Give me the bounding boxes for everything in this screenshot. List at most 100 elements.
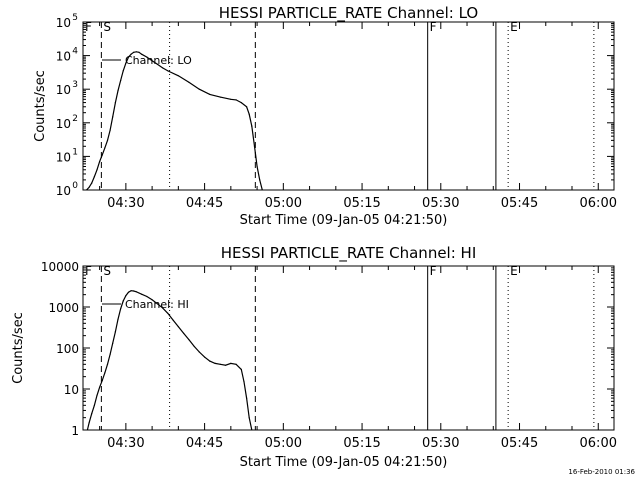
footer-timestamp: 16-Feb-2010 01:36 bbox=[568, 468, 635, 476]
data-point bbox=[88, 186, 90, 188]
y-axis-label: Counts/sec bbox=[33, 70, 48, 142]
plot-frame bbox=[82, 265, 615, 431]
marker-label: F bbox=[430, 264, 437, 278]
y-tick-label: 1000 bbox=[48, 301, 79, 315]
data-point bbox=[96, 169, 98, 171]
y-tick-label: 10 bbox=[56, 16, 71, 30]
data-point bbox=[114, 331, 116, 333]
data-point bbox=[93, 404, 95, 406]
data-point bbox=[109, 129, 111, 131]
data-point bbox=[138, 51, 140, 53]
y-tick-label: 10 bbox=[56, 150, 71, 164]
data-point bbox=[240, 102, 242, 104]
x-tick-label: 05:00 bbox=[265, 436, 302, 451]
data-point bbox=[172, 319, 174, 321]
data-point bbox=[101, 154, 103, 156]
data-point bbox=[141, 53, 143, 55]
y-axis-label: Counts/sec bbox=[11, 312, 26, 384]
x-tick-label: 04:45 bbox=[186, 436, 223, 451]
data-point bbox=[246, 106, 248, 108]
x-axis-label: Start Time (09-Jan-05 04:21:50) bbox=[240, 455, 448, 470]
x-tick-label: 05:00 bbox=[265, 196, 302, 211]
data-point bbox=[219, 96, 221, 98]
data-point bbox=[219, 363, 221, 365]
data-point bbox=[251, 429, 253, 430]
data-point bbox=[243, 381, 245, 383]
data-point bbox=[88, 422, 90, 424]
data-point bbox=[133, 51, 135, 53]
chart-title: HESSI PARTICLE_RATE Channel: HI bbox=[221, 244, 477, 263]
series-line bbox=[86, 290, 253, 430]
data-point bbox=[198, 351, 200, 353]
data-point bbox=[106, 139, 109, 141]
data-point bbox=[259, 179, 261, 181]
data-point bbox=[135, 51, 137, 53]
data-point bbox=[209, 360, 211, 362]
data-point bbox=[204, 356, 206, 358]
data-point bbox=[122, 300, 124, 302]
data-point bbox=[112, 116, 114, 118]
x-tick-label: 05:45 bbox=[501, 196, 538, 211]
data-point bbox=[120, 80, 122, 82]
data-point bbox=[114, 102, 116, 104]
y-tick-exponent: 4 bbox=[72, 47, 78, 57]
data-point bbox=[183, 332, 185, 334]
y-tick-exponent: 3 bbox=[72, 80, 78, 90]
panel-hi: HESSI PARTICLE_RATE Channel: HI 04:30 04:4… bbox=[11, 244, 617, 470]
data-point bbox=[209, 93, 211, 95]
marker-label: E bbox=[510, 264, 518, 278]
data-point bbox=[99, 386, 101, 388]
x-tick-label: 05:30 bbox=[422, 436, 459, 451]
data-point bbox=[125, 295, 127, 297]
data-point bbox=[167, 312, 169, 314]
y-tick-exponent: 5 bbox=[72, 13, 78, 23]
data-point bbox=[261, 189, 263, 190]
series-line bbox=[86, 51, 263, 190]
marker-label: F bbox=[430, 20, 437, 34]
x-tick-label: 05:15 bbox=[343, 436, 380, 451]
data-point bbox=[162, 307, 164, 309]
data-point bbox=[135, 291, 137, 293]
data-point bbox=[86, 429, 88, 430]
data-point bbox=[151, 60, 153, 62]
x-tick-label: 04:30 bbox=[107, 436, 144, 451]
data-point bbox=[130, 290, 132, 292]
y-tick-exponent: 0 bbox=[72, 181, 78, 191]
data-point bbox=[109, 353, 111, 355]
x-tick-label: 05:15 bbox=[343, 196, 380, 211]
x-tick-label: 06:00 bbox=[580, 196, 617, 211]
data-point bbox=[96, 394, 98, 396]
data-point bbox=[127, 56, 130, 58]
data-point bbox=[91, 182, 93, 184]
data-point bbox=[225, 364, 227, 366]
x-tick-label: 05:30 bbox=[422, 196, 459, 211]
data-point bbox=[188, 339, 190, 341]
marker-label: S bbox=[103, 264, 111, 278]
panel-lo: HESSI PARTICLE_RATE Channel: LO 04:30 04:4… bbox=[33, 4, 617, 228]
x-tick-label: 04:30 bbox=[107, 196, 144, 211]
data-point bbox=[146, 56, 148, 58]
data-point bbox=[138, 292, 140, 294]
data-point bbox=[120, 308, 122, 310]
data-point bbox=[91, 413, 93, 415]
x-tick-label: 05:45 bbox=[501, 436, 538, 451]
data-point bbox=[106, 363, 109, 365]
chart-title: HESSI PARTICLE_RATE Channel: LO bbox=[219, 4, 478, 23]
marker-label: E bbox=[510, 20, 518, 34]
data-point bbox=[214, 362, 216, 364]
data-point bbox=[93, 176, 95, 178]
y-tick-label: 1 bbox=[71, 424, 79, 438]
data-point bbox=[162, 67, 164, 69]
data-point bbox=[141, 293, 143, 295]
data-point bbox=[188, 81, 190, 83]
marker-label: S bbox=[103, 20, 111, 34]
data-point bbox=[104, 147, 106, 149]
x-tick-label: 06:00 bbox=[580, 436, 617, 451]
data-point bbox=[248, 417, 250, 419]
data-point bbox=[230, 362, 232, 364]
data-point bbox=[130, 53, 132, 55]
data-point bbox=[125, 62, 127, 64]
marker-label: F bbox=[85, 20, 92, 34]
data-point bbox=[122, 70, 124, 72]
data-point bbox=[256, 165, 258, 168]
